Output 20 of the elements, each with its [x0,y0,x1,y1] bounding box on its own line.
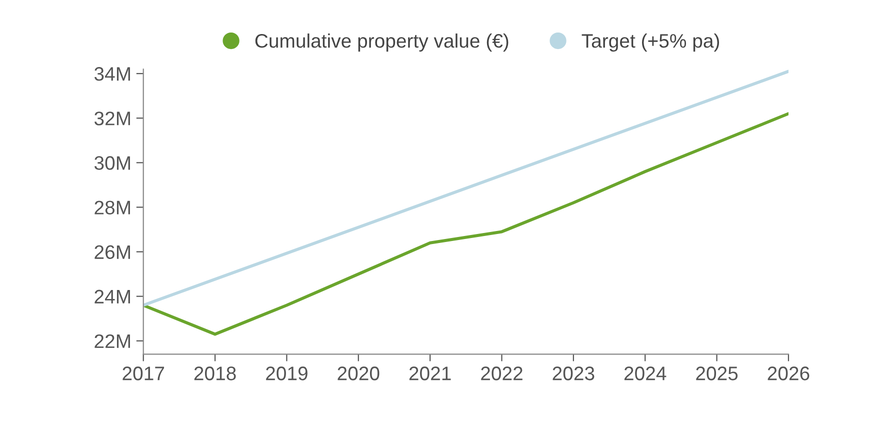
y-tick-label: 34M [94,67,130,81]
x-tick-label: 2020 [338,366,380,380]
y-tick-label: 28M [94,200,130,214]
y-tick-label: 24M [94,290,130,304]
x-tick-label: 2026 [768,366,810,380]
x-tick-label: 2024 [624,366,666,380]
legend-label: Target (+5% pa) [582,33,720,52]
x-tick-label: 2017 [122,366,164,380]
x-tick-label: 2021 [409,366,451,380]
x-tick-label: 2022 [481,366,522,380]
line-series [143,112,788,336]
y-tick-label: 32M [94,112,130,126]
x-tick-label: 2025 [696,366,738,380]
y-tick-label: 30M [94,156,130,170]
x-tick-label: 2023 [552,366,594,380]
y-tick-label: 22M [94,334,130,348]
x-tick-label: 2019 [266,366,308,380]
x-tick-label: 2018 [194,366,236,380]
legend-label: Cumulative property value (€) [255,33,508,52]
y-tick-label: 26M [94,245,130,260]
